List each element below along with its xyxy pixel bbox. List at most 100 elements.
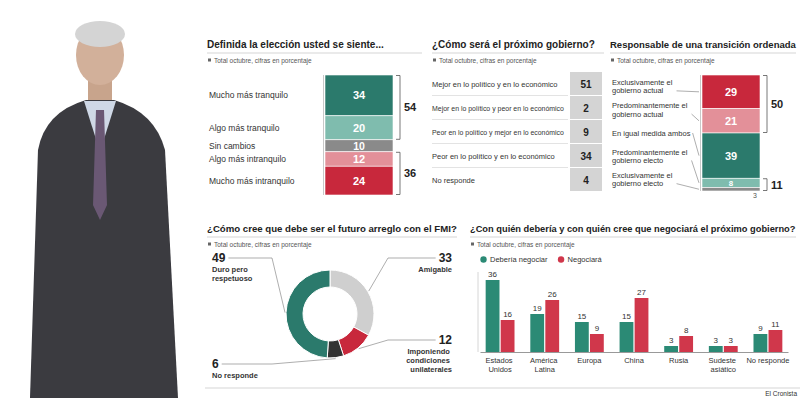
chart-title: ¿Cómo será el próximo gobierno? <box>432 39 595 51</box>
data-label: 3 <box>753 192 757 199</box>
legend-swatch <box>480 256 486 262</box>
data-label: 3 <box>669 336 674 345</box>
data-label: 12 <box>353 153 365 165</box>
row-label: Mejor en lo político y peor en lo económ… <box>432 105 564 113</box>
leader-line <box>693 133 699 156</box>
bar <box>753 334 767 352</box>
donut-chart: 33Amigable12Imponiendo condiciones unila… <box>212 251 452 380</box>
category-label: Algo más intranquilo <box>209 154 286 164</box>
y-axis-line <box>478 272 479 352</box>
leader-line <box>692 114 699 121</box>
x-tick-label: Estados Unidos <box>485 356 514 374</box>
bar <box>590 334 604 352</box>
value-cell <box>570 120 602 143</box>
row-label: No responde <box>432 176 475 185</box>
subtitle-bullet <box>208 243 211 246</box>
chart-title: ¿Con quién debería y con quién cree que … <box>470 224 796 234</box>
x-tick-label: Europa <box>577 356 602 365</box>
value-cell <box>570 144 602 167</box>
x-tick: Sudeste asiático <box>708 356 738 374</box>
row-label: Mejor en lo político y en lo económico <box>432 80 557 89</box>
photo-hair <box>75 21 125 47</box>
infographic: Definida la elección usted se siente...T… <box>0 0 800 398</box>
bar-chart: 3619151533916269278311Estados UnidosAmér… <box>478 255 789 374</box>
x-tick-label: Rusia <box>669 356 689 365</box>
data-label: 3 <box>714 336 719 345</box>
data-label: 34 <box>353 89 366 101</box>
data-label: 6 <box>212 357 219 371</box>
leader-line <box>222 359 336 364</box>
legend-label: Negociará <box>568 255 603 264</box>
text-line: En igual medida ambos <box>612 129 691 138</box>
data-label: 20 <box>353 122 365 134</box>
data-label: 33 <box>439 251 453 265</box>
bar-segment <box>325 75 393 116</box>
bar <box>709 346 723 352</box>
bar-segment <box>702 133 760 178</box>
bar <box>501 320 515 352</box>
leader-line <box>677 90 699 92</box>
footer-rule <box>205 388 800 389</box>
subtitle-bullet <box>471 243 474 246</box>
x-tick: Europa <box>577 356 602 365</box>
category-label: Predominantemente el gobierno electo <box>612 148 690 166</box>
slice-label: Amigable <box>418 265 452 274</box>
x-tick-label: América Latina <box>530 356 560 374</box>
text-line: No responde <box>212 371 258 380</box>
data-label: 15 <box>622 312 631 321</box>
data-label: 29 <box>725 86 737 98</box>
bar <box>635 298 649 352</box>
group-total: 54 <box>404 101 417 113</box>
data-label: 27 <box>637 288 646 297</box>
data-label: 15 <box>577 312 586 321</box>
text-line: Duro pero <box>212 265 250 274</box>
data-label: 26 <box>548 290 557 299</box>
group-bracket <box>396 76 400 140</box>
category-label: Exclusivamente el gobierno actual <box>612 78 675 96</box>
bar-segment <box>702 75 760 109</box>
x-tick: Estados Unidos <box>485 356 514 374</box>
photo-suit <box>30 100 178 398</box>
row-value: 2 <box>583 103 589 114</box>
slice-label: Imponiendo condiciones unilaterales <box>406 347 452 374</box>
bar <box>769 330 783 352</box>
data-label: 3 <box>729 336 734 345</box>
text-line: Imponiendo <box>407 347 452 356</box>
title-rule <box>610 53 796 54</box>
donut-slice <box>286 270 330 358</box>
text-line: Rusia <box>669 356 689 365</box>
group-total: 50 <box>771 98 783 110</box>
value-cell <box>570 168 602 191</box>
x-tick-label: No responde <box>746 356 789 365</box>
subtitle-bullet <box>208 59 211 62</box>
legend: Debería negociarNegociará <box>480 255 602 264</box>
photo-tie <box>93 110 107 220</box>
row-separator <box>432 143 568 144</box>
row-label: Peor en lo político y mejor en lo económ… <box>432 129 564 137</box>
chart-header: ¿Cómo será el próximo gobierno?Total oct… <box>432 39 604 65</box>
slice-label: Duro pero respetuoso <box>212 265 253 283</box>
bar <box>664 346 678 352</box>
bars <box>702 75 760 191</box>
bar-segment <box>702 178 760 187</box>
text-line: Latina <box>535 365 556 374</box>
subtitle-bullet <box>611 59 614 62</box>
chart-subtitle: Total octubre, cifras en porcentaje <box>617 57 715 65</box>
value-axis-line <box>323 75 324 195</box>
data-label: 16 <box>503 310 512 319</box>
table: Mejor en lo político y en lo económico 51… <box>432 72 602 191</box>
source: El Cronista <box>765 390 797 397</box>
text-line: gobierno actual <box>612 110 664 119</box>
x-tick: No responde <box>746 356 789 365</box>
row-separator <box>432 167 568 168</box>
data-label: 49 <box>212 251 226 265</box>
group-bracket <box>763 76 767 133</box>
group-bracket <box>396 152 400 194</box>
data-label: 39 <box>725 150 737 162</box>
text-line: Europa <box>577 356 602 365</box>
donut-slice <box>327 340 343 358</box>
title-rule <box>432 53 604 54</box>
x-axis: Estados UnidosAmérica LatinaEuropaChinaR… <box>481 353 790 374</box>
x-axis-line <box>481 352 789 353</box>
row-value: 51 <box>580 79 592 90</box>
